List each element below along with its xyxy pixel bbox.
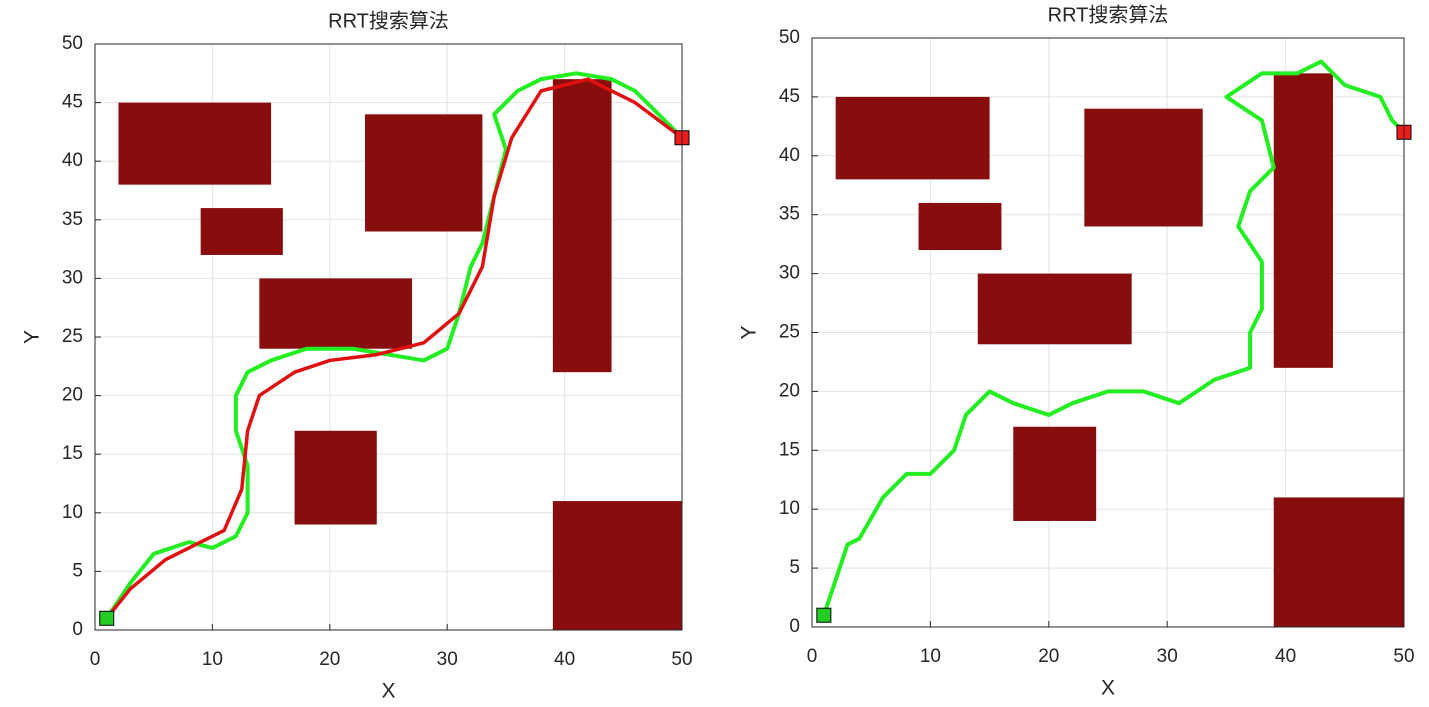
y-tick-label: 35	[779, 204, 800, 225]
x-tick-label: 10	[920, 646, 941, 667]
x-axis-label: X	[1101, 677, 1115, 700]
x-tick-label: 40	[1275, 646, 1296, 667]
plot: 0 10 20 30 40 50 0 5 10 15 20 25 30 35 40 45 50 RRT搜索算法 X Y	[21, 9, 693, 702]
obstacle	[552, 79, 612, 373]
y-tick-label: 0	[72, 619, 83, 640]
obstacle	[1013, 426, 1097, 521]
x-tick-label: 0	[90, 649, 101, 670]
plot: 0 10 20 30 40 50 0 5 10 15 20 25 30 35 40 45 50 RRT搜索算法 X Y	[738, 3, 1415, 699]
y-tick-label: 45	[779, 86, 800, 107]
x-tick-label: 30	[1157, 646, 1178, 667]
y-tick-label: 25	[62, 326, 83, 347]
obstacle	[1084, 108, 1203, 227]
x-tick-label: 30	[437, 649, 458, 670]
y-tick-label: 20	[779, 380, 800, 401]
chart-title: RRT搜索算法	[1048, 3, 1169, 26]
obstacle	[365, 114, 483, 232]
obstacle	[552, 501, 682, 630]
y-tick-label: 45	[62, 92, 83, 113]
y-tick-label: 40	[62, 150, 83, 171]
y-tick-label: 25	[779, 322, 800, 343]
y-tick-label: 10	[62, 502, 83, 523]
y-tick-label: 30	[779, 263, 800, 284]
y-tick-label: 50	[62, 33, 83, 54]
endpoint-marker	[816, 607, 832, 623]
obstacle	[118, 102, 272, 185]
y-tick-label: 40	[779, 145, 800, 166]
y-tick-label: 20	[62, 385, 83, 406]
x-tick-label: 40	[554, 649, 575, 670]
y-tick-label: 5	[789, 557, 800, 578]
chart-title: RRT搜索算法	[328, 9, 449, 32]
obstacle	[294, 430, 377, 525]
y-tick-label: 10	[779, 498, 800, 519]
x-tick-label: 0	[807, 646, 818, 667]
x-tick-label: 20	[319, 649, 340, 670]
x-tick-label: 50	[671, 649, 692, 670]
x-tick-label: 50	[1393, 646, 1414, 667]
x-tick-label: 10	[202, 649, 223, 670]
path-line	[105, 71, 684, 620]
y-tick-label: 5	[72, 560, 83, 581]
endpoint-marker	[99, 610, 115, 626]
y-axis-label: Y	[21, 330, 44, 344]
obstacle	[200, 208, 283, 255]
obstacle	[918, 202, 1002, 251]
y-tick-label: 0	[789, 616, 800, 637]
y-tick-label: 15	[779, 439, 800, 460]
path-line	[105, 77, 684, 620]
y-tick-label: 15	[62, 443, 83, 464]
y-tick-label: 35	[62, 209, 83, 230]
x-axis-label: X	[381, 680, 395, 703]
obstacle	[1273, 73, 1333, 368]
axes-box	[94, 43, 683, 631]
x-tick-label: 20	[1038, 646, 1059, 667]
y-axis-label: Y	[738, 325, 761, 339]
path-line	[821, 59, 1406, 616]
y-tick-label: 50	[779, 27, 800, 48]
obstacle	[259, 278, 412, 349]
obstacle	[1273, 497, 1404, 627]
obstacle	[977, 273, 1132, 345]
axes-box	[811, 37, 1405, 628]
obstacle	[835, 96, 990, 180]
y-tick-label: 30	[62, 267, 83, 288]
